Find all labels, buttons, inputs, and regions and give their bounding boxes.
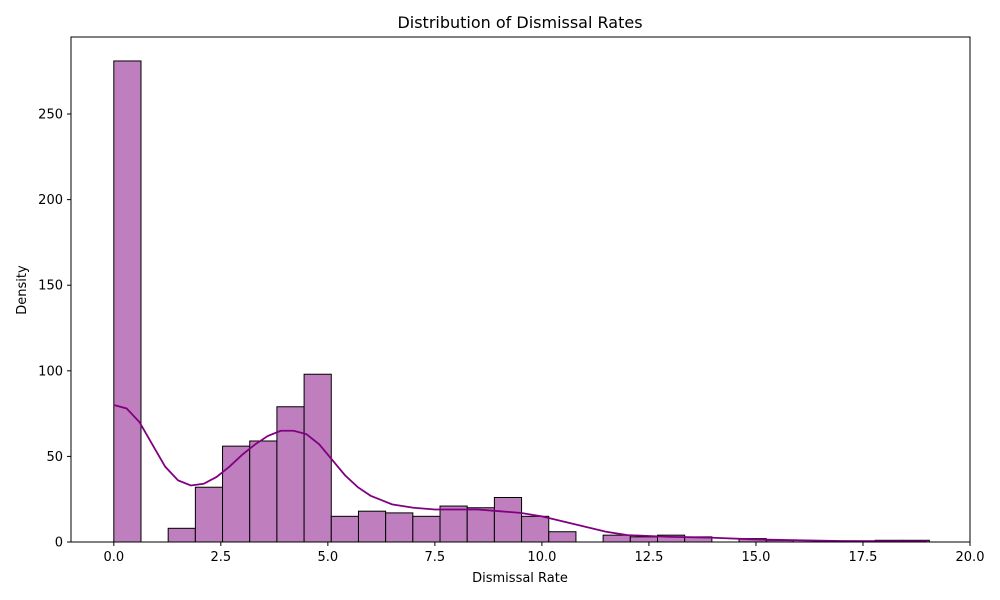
- histogram-bar: [357, 510, 387, 543]
- histogram-bar: [167, 527, 196, 543]
- plot-frame: [70, 36, 971, 543]
- y-tick-label: 100: [38, 364, 63, 379]
- histogram-bar: [249, 440, 278, 543]
- x-tick-label: 12.5: [634, 550, 663, 565]
- histogram-bar: [466, 507, 495, 543]
- y-tick-label: 200: [38, 193, 63, 208]
- histogram-bar: [412, 515, 441, 543]
- histogram-bar: [439, 505, 468, 543]
- y-axis-ticks: 0 50 100 150 200 250: [38, 108, 71, 551]
- histogram-bar: [222, 445, 251, 543]
- y-tick-label: 50: [46, 450, 63, 465]
- histogram-bar: [521, 515, 550, 543]
- histogram-bar: [276, 406, 305, 543]
- x-tick-label: 17.5: [848, 550, 877, 565]
- chart-title: Distribution of Dismissal Rates: [397, 13, 642, 32]
- x-axis-ticks: 0.0 2.5 5.0 7.5 10.0 12.5 15.0 17.5 20.0: [103, 542, 984, 565]
- histogram-bar: [548, 531, 577, 543]
- x-tick-label: 0.0: [103, 550, 124, 565]
- x-tick-label: 20.0: [956, 550, 985, 565]
- x-tick-label: 10.0: [527, 550, 556, 565]
- histogram-bar: [385, 512, 414, 543]
- histogram-bar: [303, 373, 332, 543]
- kde-curve: [113, 404, 928, 543]
- x-tick-label: 15.0: [741, 550, 770, 565]
- y-tick-label: 0: [55, 536, 63, 551]
- x-tick-label: 2.5: [210, 550, 231, 565]
- y-axis-label: Density: [15, 265, 30, 315]
- histogram-bar: [330, 515, 359, 543]
- histogram-bar: [113, 60, 142, 543]
- bars-group: [113, 60, 930, 543]
- y-tick-label: 150: [38, 279, 63, 294]
- x-axis-label: Dismissal Rate: [472, 571, 568, 586]
- x-tick-label: 7.5: [425, 550, 446, 565]
- histogram-bar: [493, 496, 523, 543]
- x-tick-label: 5.0: [318, 550, 339, 565]
- histogram-bar: [602, 534, 631, 543]
- y-tick-label: 250: [38, 108, 63, 123]
- histogram-bar: [194, 486, 224, 543]
- histogram-bar: [629, 536, 658, 543]
